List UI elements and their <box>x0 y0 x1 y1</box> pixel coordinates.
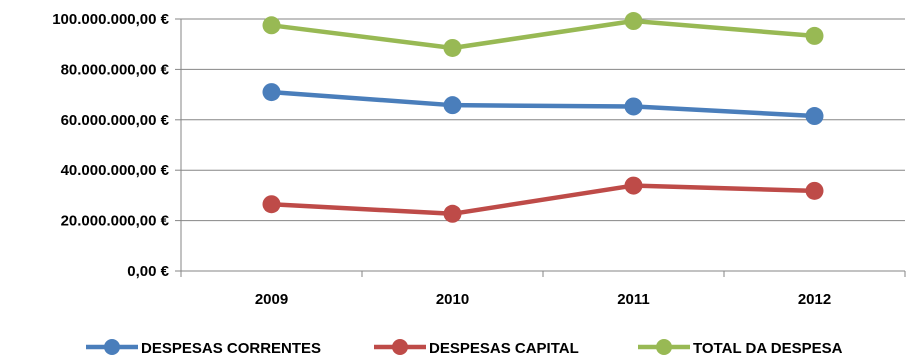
data-point <box>262 195 281 214</box>
legend-label: DESPESAS CORRENTES <box>141 340 321 357</box>
y-tick-label: 40.000.000,00 € <box>61 162 170 179</box>
x-tick-label: 2009 <box>255 291 288 308</box>
data-point <box>443 38 462 57</box>
data-point <box>805 181 824 200</box>
y-tick-label: 20.000.000,00 € <box>61 213 170 230</box>
y-tick-label: 60.000.000,00 € <box>61 112 170 129</box>
series-line-0 <box>269 89 817 119</box>
x-axis: 2009 2010 2011 2012 <box>180 270 906 308</box>
legend-swatch-marker <box>104 339 120 355</box>
legend: DESPESAS CORRENTES DESPESAS CAPITAL TOTAL … <box>86 339 843 357</box>
data-point <box>443 204 462 223</box>
series-group <box>262 12 824 223</box>
data-point <box>262 83 281 102</box>
y-axis: 0,00 € 20.000.000,00 € 40.000.000,00 € 60.0… <box>52 11 182 280</box>
data-point <box>805 107 824 126</box>
y-tick-label: 80.000.000,00 € <box>61 61 170 78</box>
x-tick-label: 2010 <box>436 291 469 308</box>
series-line-1 <box>269 183 817 217</box>
legend-swatch-marker <box>392 339 408 355</box>
y-tick-label: 100.000.000,00 € <box>52 11 169 28</box>
gridlines <box>181 18 905 222</box>
legend-label: TOTAL DA DESPESA <box>693 340 843 357</box>
data-point <box>262 16 281 35</box>
series-line-2 <box>269 18 817 51</box>
x-tick-label: 2011 <box>617 291 650 308</box>
legend-swatch-marker <box>656 339 672 355</box>
legend-label: DESPESAS CAPITAL <box>429 340 579 357</box>
data-point <box>805 26 824 45</box>
y-tick-label: 0,00 € <box>127 263 169 280</box>
data-point <box>624 12 643 31</box>
data-point <box>443 96 462 115</box>
data-point <box>624 97 643 116</box>
data-point <box>624 176 643 195</box>
x-tick-label: 2012 <box>798 291 831 308</box>
